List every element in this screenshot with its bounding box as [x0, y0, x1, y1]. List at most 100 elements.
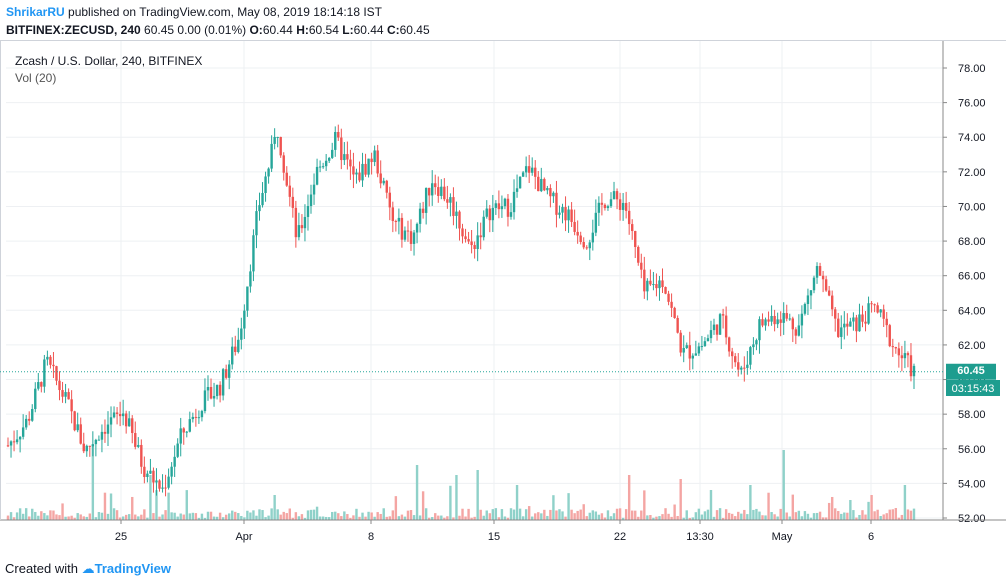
candle-body [212, 396, 216, 399]
volume-bar [870, 495, 873, 520]
volume-bar [203, 517, 207, 520]
volume-bar [249, 512, 252, 520]
candle-body [549, 188, 552, 197]
candle-body [312, 184, 316, 195]
volume-bar [624, 509, 628, 520]
candle-body [615, 191, 619, 200]
candle-body [497, 203, 501, 210]
volume-bar [318, 516, 322, 520]
volume-bar [621, 517, 625, 520]
candle-body [149, 470, 152, 474]
volume-bar [412, 515, 416, 520]
candle-body [321, 166, 325, 168]
candle-body [903, 353, 907, 359]
volume-bar [718, 508, 722, 520]
volume-bar [615, 508, 619, 520]
candle-body [134, 433, 137, 447]
candle-body [152, 470, 155, 483]
volume-bar [424, 508, 428, 520]
candle-body [346, 154, 349, 160]
tradingview-logo-icon: ☁ [81, 561, 95, 576]
candle-body [161, 487, 164, 489]
candle-body [906, 353, 910, 356]
candle-body [324, 160, 328, 167]
volume-bar [224, 514, 228, 520]
candle-body [476, 235, 479, 250]
candle-body [182, 428, 185, 433]
candle-body [561, 207, 564, 213]
candle-body [752, 344, 755, 348]
candle-body [637, 246, 640, 263]
volume-bar [55, 514, 58, 520]
x-tick-label: 25 [115, 531, 127, 543]
volume-bar [749, 485, 752, 520]
tradingview-brand[interactable]: TradingView [94, 561, 171, 576]
volume-bar [643, 490, 646, 520]
volume-bar [237, 513, 240, 520]
candle-body [349, 159, 352, 167]
candle-body [282, 155, 285, 173]
volume-bar [352, 515, 355, 520]
volume-bar [515, 485, 519, 520]
candle-body [79, 424, 82, 444]
candle-body [364, 163, 367, 175]
candle-body [234, 346, 237, 353]
x-tick-label: 15 [488, 531, 500, 543]
volume-bar [334, 511, 337, 520]
volume-bar [582, 504, 585, 520]
volume-bar [618, 508, 622, 520]
publisher-name[interactable]: ShrikarRU [6, 5, 65, 19]
volume-bar [661, 514, 664, 520]
candle-body [715, 324, 719, 335]
volume-bar [646, 515, 649, 520]
volume-bar [797, 510, 801, 520]
candle-body [861, 314, 864, 322]
volume-bar [285, 513, 288, 520]
volume-bar [43, 513, 46, 520]
volume-bar [158, 516, 161, 520]
volume-bar [897, 517, 901, 520]
candle-body [631, 224, 634, 232]
volume-bar [12, 517, 16, 520]
volume-bar [552, 495, 555, 520]
volume-bar [491, 509, 495, 520]
candle-body [109, 417, 113, 425]
candle-body [85, 445, 88, 452]
candle-body [624, 202, 628, 211]
candle-body [888, 325, 891, 347]
open-label: O: [249, 23, 263, 37]
candle-body [146, 473, 149, 477]
candle-body [879, 309, 882, 313]
volume-bar [343, 511, 346, 520]
volume-bar [824, 517, 828, 520]
price-badge-bg [946, 363, 996, 380]
volume-bar [134, 514, 137, 520]
candle-body [203, 390, 207, 412]
candle-body [546, 188, 549, 191]
volume-bar [888, 509, 891, 520]
footer: Created with ☁TradingView [5, 561, 171, 577]
candle-body [206, 387, 210, 391]
volume-bar [818, 511, 822, 520]
volume-bar [864, 514, 867, 520]
volume-bar [18, 508, 22, 520]
candle-body [806, 295, 810, 305]
volume-bar [685, 510, 688, 520]
volume-bar [258, 509, 261, 520]
countdown-badge-bg [946, 380, 1000, 396]
candle-body [179, 428, 182, 444]
candle-body [467, 239, 470, 242]
volume-bar [458, 515, 461, 520]
volume-bar [421, 491, 425, 520]
close-value: 60.45 [399, 23, 430, 37]
volume-bar [446, 516, 449, 520]
volume-bar [664, 508, 667, 520]
chart-area[interactable]: 78.00 76.00 74.00 72.00 70.00 68.00 66.00 64.00… [0, 40, 1006, 552]
price-chart[interactable]: 78.00 76.00 74.00 72.00 70.00 68.00 66.00 64.00… [0, 40, 1006, 552]
volume-bar [297, 516, 301, 520]
candle-body [176, 443, 179, 457]
y-tick-label: 68.00 [958, 236, 986, 248]
candle-body [767, 319, 770, 322]
volume-bar [70, 515, 73, 520]
volume-bar [861, 510, 864, 520]
